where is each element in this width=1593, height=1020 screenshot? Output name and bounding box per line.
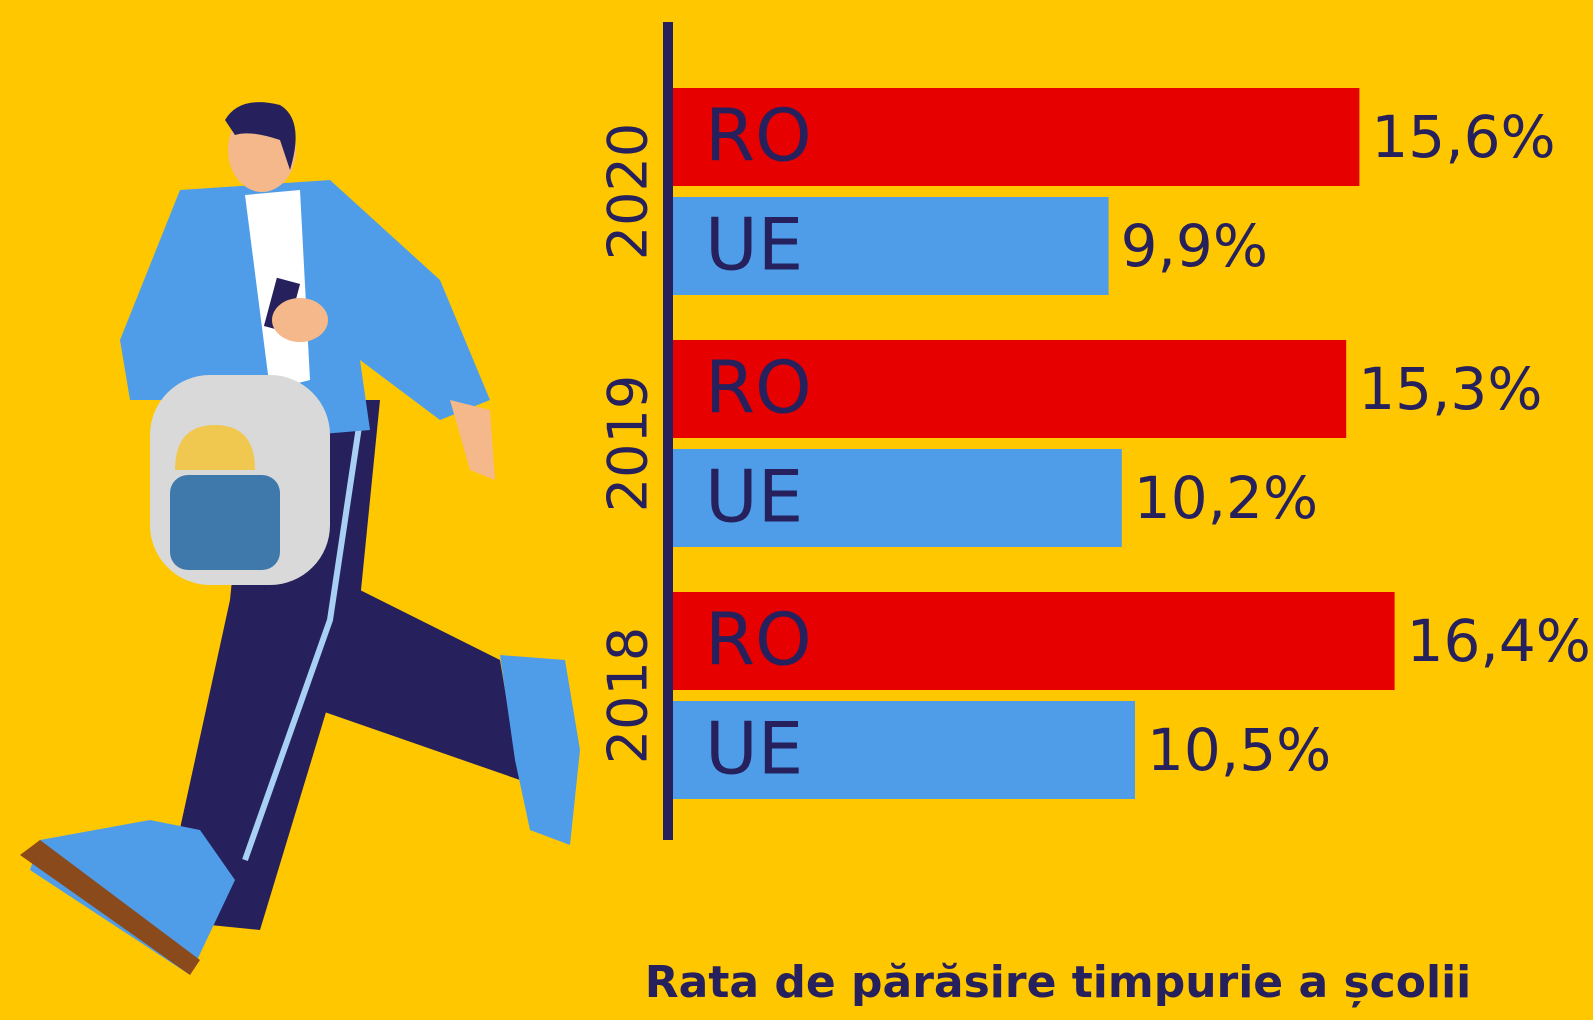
series-label: RO [705, 94, 812, 178]
series-label: UE [705, 707, 803, 791]
category-label: 2019 [597, 375, 660, 512]
series-label: UE [705, 455, 803, 539]
series-label: RO [705, 346, 812, 430]
value-label: 9,9% [1121, 212, 1268, 280]
value-label: 16,4% [1407, 607, 1591, 675]
chart: Rata de părăsire timpurie a școlii 2020 R… [0, 0, 1593, 1020]
series-label: RO [705, 598, 812, 682]
chart-title: Rata de părăsire timpurie a școlii [645, 957, 1471, 1008]
value-label: 10,2% [1134, 464, 1318, 532]
value-label: 10,5% [1147, 716, 1331, 784]
category-label: 2018 [597, 627, 660, 764]
value-label: 15,3% [1358, 355, 1542, 423]
series-label: UE [705, 203, 803, 287]
category-label: 2020 [597, 123, 660, 260]
value-label: 15,6% [1371, 103, 1555, 171]
